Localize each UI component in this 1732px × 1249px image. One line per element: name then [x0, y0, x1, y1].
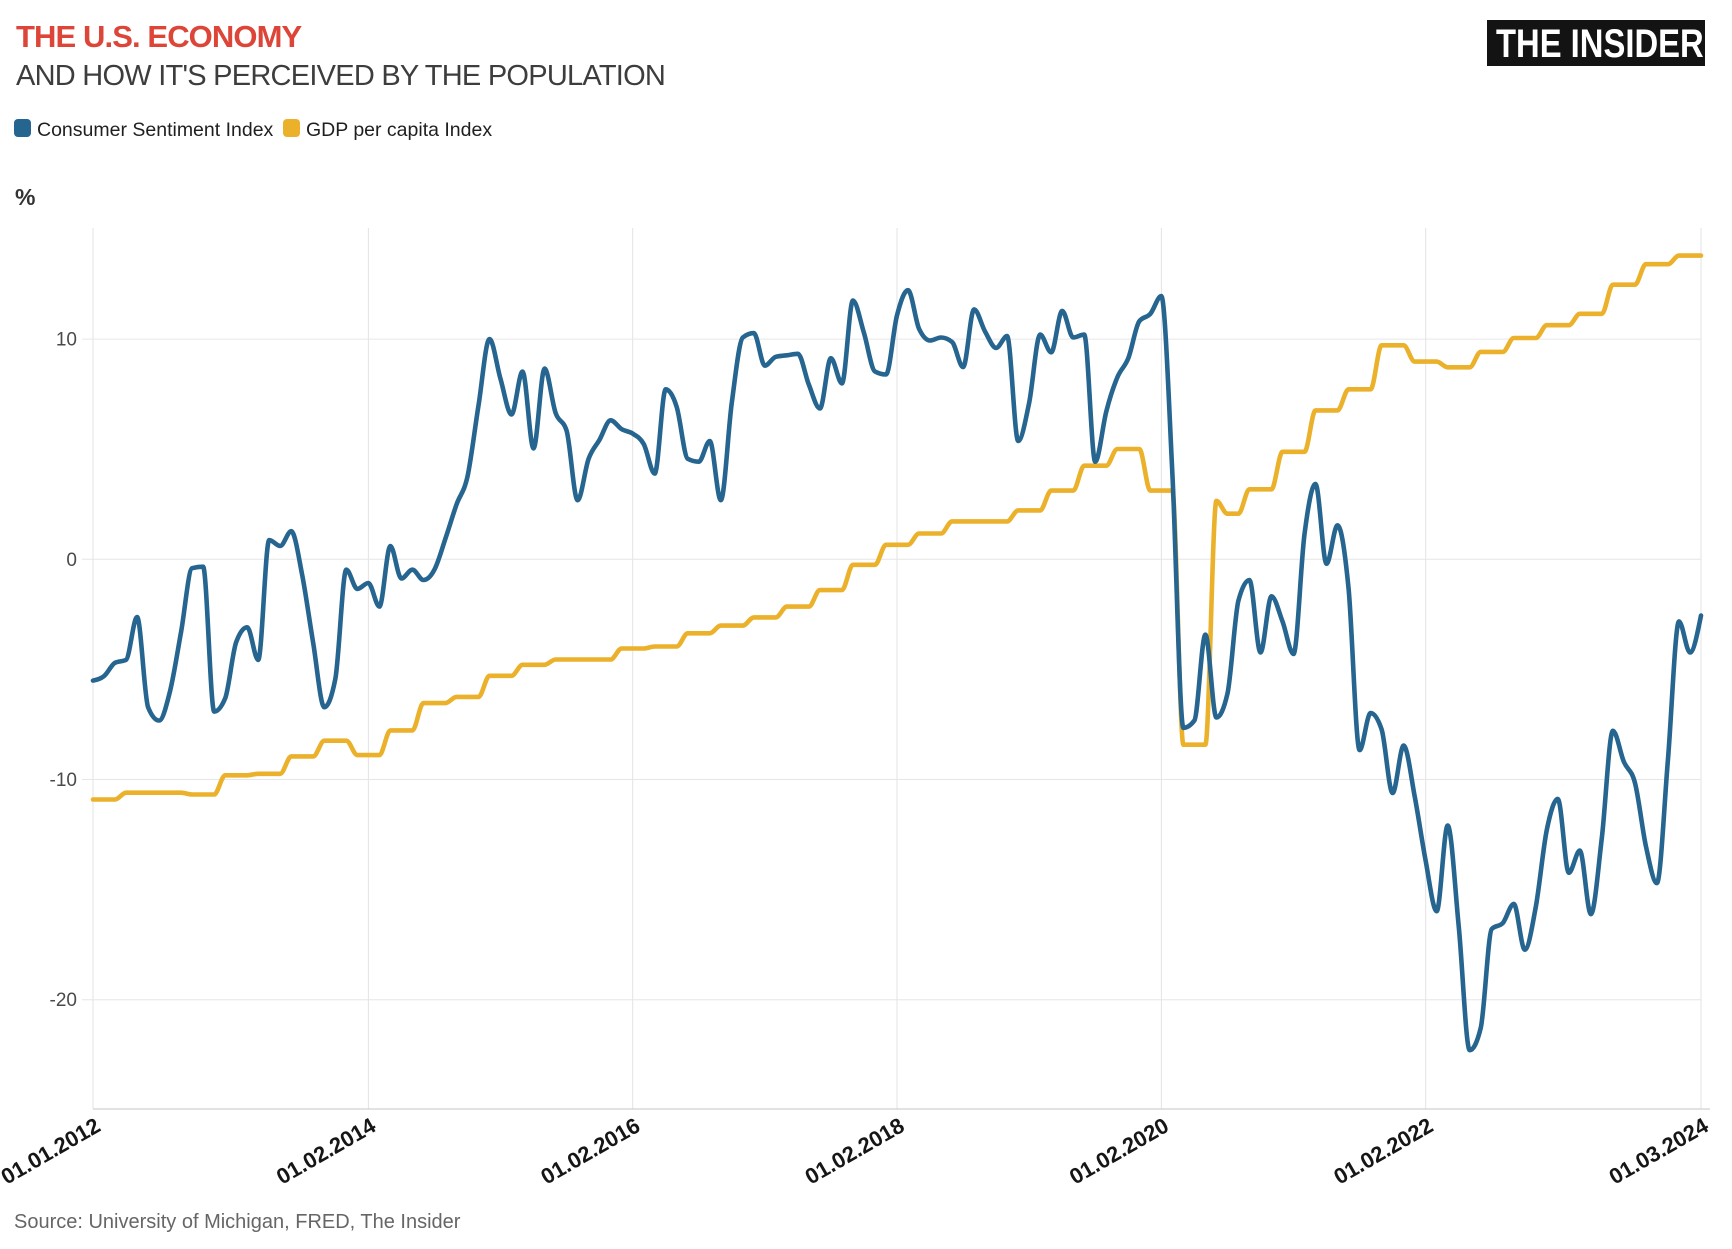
- svg-text:AND HOW IT'S PERCEIVED BY THE: AND HOW IT'S PERCEIVED BY THE POPULATION: [16, 60, 665, 92]
- svg-text:Consumer Sentiment Index: Consumer Sentiment Index: [37, 119, 274, 141]
- svg-text:%: %: [15, 184, 35, 210]
- svg-text:-20: -20: [50, 990, 77, 1011]
- svg-text:THE INSIDER: THE INSIDER: [1496, 21, 1704, 66]
- svg-text:GDP per capita Index: GDP per capita Index: [306, 119, 492, 141]
- svg-text:THE U.S. ECONOMY: THE U.S. ECONOMY: [16, 19, 303, 54]
- svg-text:0: 0: [66, 550, 77, 571]
- svg-text:10: 10: [56, 330, 77, 351]
- svg-text:-10: -10: [50, 770, 77, 791]
- svg-text:Source: University of Michigan: Source: University of Michigan, FRED, Th…: [14, 1211, 461, 1233]
